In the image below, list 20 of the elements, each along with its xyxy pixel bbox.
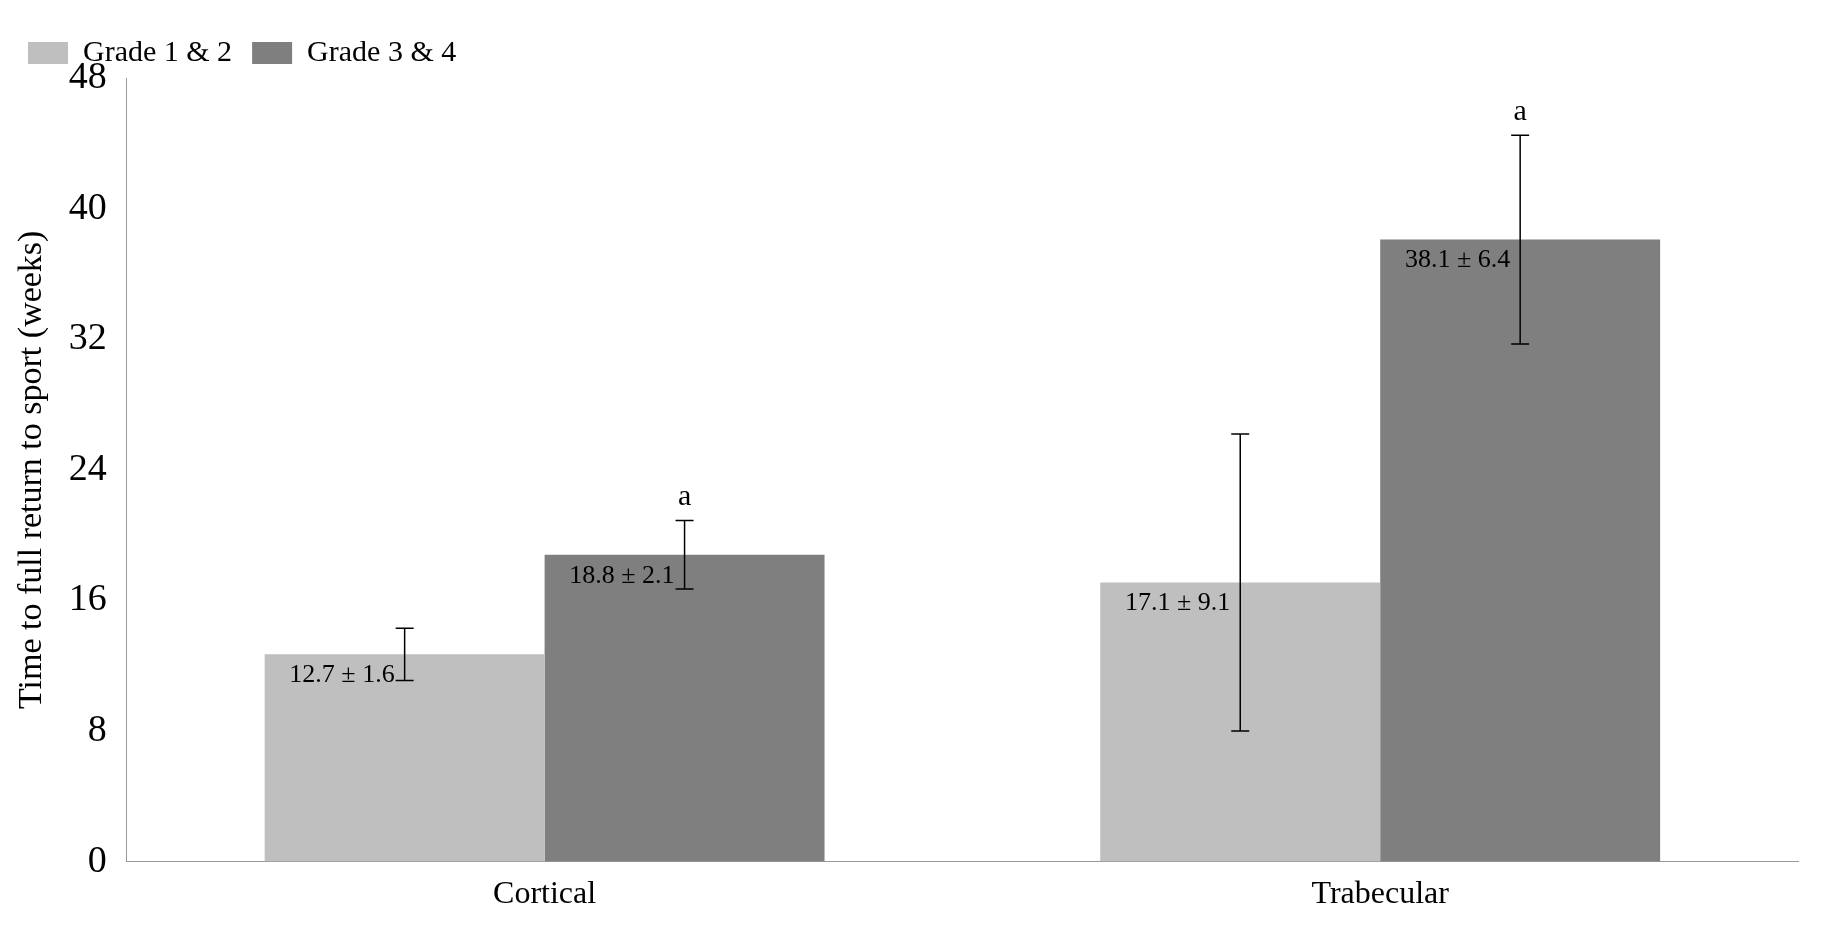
y-tick-label: 24 — [68, 445, 107, 488]
bar — [1380, 239, 1661, 862]
annotation: a — [1513, 93, 1527, 127]
y-tick-label: 0 — [87, 837, 107, 880]
data-label: 18.8 ± 2.1 — [569, 559, 675, 589]
x-tick-label: Cortical — [493, 874, 597, 911]
y-tick-label: 16 — [68, 576, 107, 619]
data-label: 38.1 ± 6.4 — [1404, 244, 1511, 274]
bar — [544, 554, 825, 862]
data-label: 17.1 ± 9.1 — [1124, 587, 1231, 617]
y-tick-label: 8 — [87, 706, 107, 749]
y-tick-label: 40 — [68, 184, 107, 227]
y-axis-title: Time to full return to sport (weeks) — [11, 230, 50, 710]
bar — [264, 654, 545, 862]
data-label: 12.7 ± 1.6 — [289, 659, 395, 689]
legend-label: Grade 3 & 4 — [307, 33, 457, 67]
x-tick-label: Trabecular — [1311, 874, 1450, 911]
y-tick-label: 32 — [68, 315, 107, 358]
annotation: a — [677, 478, 692, 512]
bar — [1100, 582, 1381, 862]
